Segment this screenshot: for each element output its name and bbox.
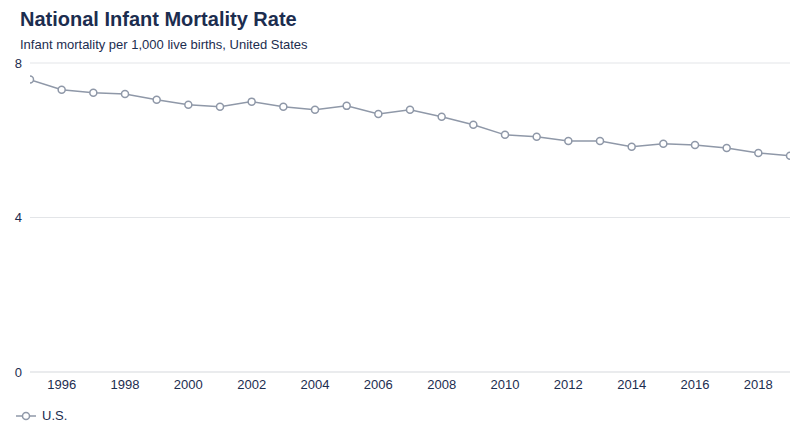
html-text:U.S.: U.S. <box>42 408 68 423</box>
svg-text:2008: 2008 <box>427 377 456 392</box>
svg-text:2006: 2006 <box>364 377 393 392</box>
svg-text:2016: 2016 <box>681 377 710 392</box>
html-text:National Infant Mortality Rate: National Infant Mortality Rate <box>20 8 297 30</box>
html-text:Infant mortality per 1,000 liv: Infant mortality per 1,000 live births, … <box>20 37 308 52</box>
svg-text:1998: 1998 <box>111 377 140 392</box>
svg-text:2010: 2010 <box>491 377 520 392</box>
svg-text:2014: 2014 <box>617 377 646 392</box>
svg-text:4: 4 <box>15 210 22 225</box>
svg-text:2000: 2000 <box>174 377 203 392</box>
svg-text:2002: 2002 <box>237 377 266 392</box>
svg-text:2012: 2012 <box>554 377 583 392</box>
svg-text:2004: 2004 <box>301 377 330 392</box>
svg-text:2018: 2018 <box>744 377 773 392</box>
svg-text:1996: 1996 <box>47 377 76 392</box>
svg-text:0: 0 <box>15 365 22 380</box>
svg-text:8: 8 <box>15 56 22 71</box>
